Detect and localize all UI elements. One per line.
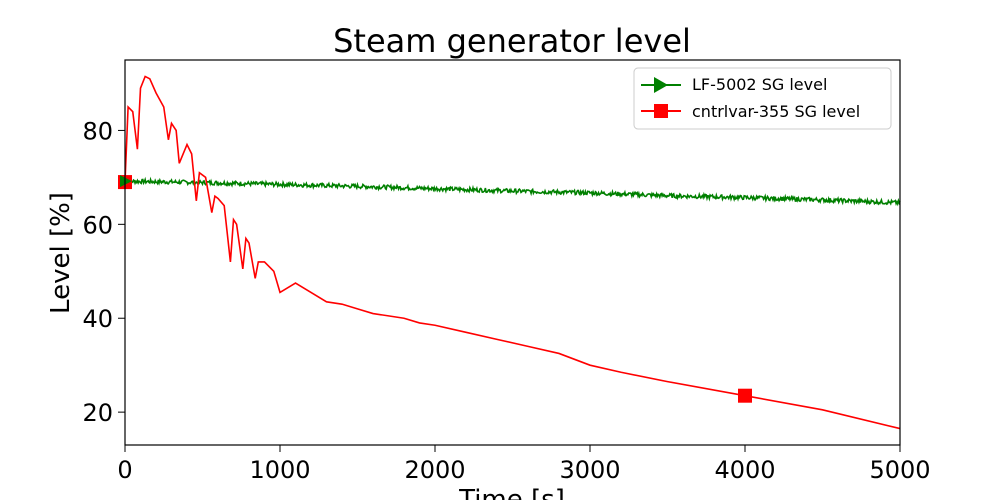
y-axis-label: Level [%]	[46, 192, 76, 314]
y-axis: 20 40 60 80	[82, 117, 125, 427]
series-layer	[118, 75, 901, 430]
x-tick-label: 3000	[559, 456, 620, 484]
series-marker-triangle	[120, 175, 132, 188]
legend-label-cntrlvar355: cntrlvar-355 SG level	[692, 102, 860, 121]
x-tick-label: 2000	[404, 456, 465, 484]
series-line-cntrlvar355	[124, 75, 901, 430]
series-line-lf5002	[124, 176, 901, 207]
legend-frame	[633, 67, 892, 130]
y-tick-label: 80	[82, 117, 113, 145]
x-tick-label: 0	[117, 456, 132, 484]
y-tick-label: 20	[82, 399, 113, 427]
x-tick-label: 5000	[869, 456, 930, 484]
legend-label-lf5002: LF-5002 SG level	[692, 75, 827, 94]
y-tick-label: 60	[82, 211, 113, 239]
x-tick-label: 1000	[249, 456, 310, 484]
x-axis-label: Time [s]	[458, 485, 565, 500]
series-marker-square	[738, 388, 752, 403]
legend: LF-5002 SG level cntrlvar-355 SG level	[633, 67, 892, 130]
plot-frame	[124, 59, 901, 446]
x-axis: 0 1000 2000 3000 4000 5000	[117, 445, 931, 484]
legend-marker-square-icon	[654, 104, 668, 118]
chart-title: Steam generator level	[333, 22, 691, 60]
legend-marker-triangle-icon	[654, 77, 668, 93]
x-tick-label: 4000	[714, 456, 775, 484]
y-tick-label: 40	[82, 305, 113, 333]
